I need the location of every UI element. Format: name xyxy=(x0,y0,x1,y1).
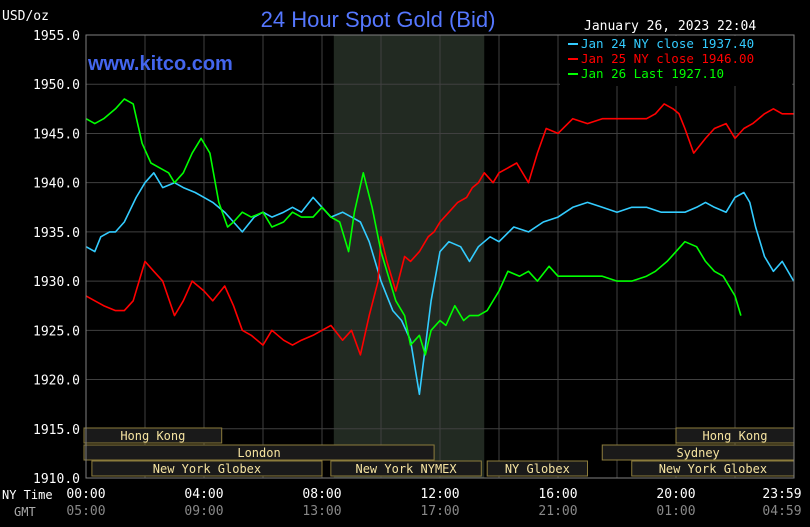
series-line xyxy=(85,98,742,356)
session-label: Hong Kong xyxy=(702,429,767,443)
x-tick-label-gmt: 13:00 xyxy=(302,504,341,519)
plot-frame xyxy=(85,34,795,479)
y-tick-label: 1950.0 xyxy=(33,78,80,93)
price-lines xyxy=(85,98,795,396)
trading-sessions: Hong Kong Hong Kong London Sydney New York G… xyxy=(83,427,795,477)
x-tick-label-ny: 20:00 xyxy=(656,487,695,502)
session-label: New York Globex xyxy=(659,462,767,476)
ny-time-row-label: NY Time xyxy=(2,488,53,502)
y-tick-label: 1945.0 xyxy=(33,127,80,142)
session-box xyxy=(83,427,223,444)
legend-entry: Jan 26 Last 1927.10 xyxy=(581,66,724,81)
x-tick-label-ny: 12:00 xyxy=(420,487,459,502)
chart-title: 24 Hour Spot Gold (Bid) xyxy=(261,7,496,32)
session-label: Sydney xyxy=(676,446,719,460)
x-axis-ticks: 00:00 04:00 08:00 12:00 16:00 20:00 23:59 05:00… xyxy=(66,487,801,519)
nymex-session-shading xyxy=(333,35,485,478)
x-tick-label-gmt: 21:00 xyxy=(538,504,577,519)
y-tick-label: 1955.0 xyxy=(33,29,80,44)
unit-label: USD/oz xyxy=(2,9,49,24)
watermark: www.kitco.com xyxy=(87,53,233,75)
timestamp: January 26, 2023 22:04 xyxy=(584,19,756,34)
legend-entry: Jan 24 NY close 1937.40 xyxy=(581,36,754,51)
session-box xyxy=(486,460,589,477)
gmt-row-label: GMT xyxy=(14,505,36,519)
y-axis-ticks: 1955.0 1950.0 1945.0 1940.0 1935.0 1930.0 1925… xyxy=(33,29,80,487)
x-tick-label-gmt: 01:00 xyxy=(656,504,695,519)
y-tick-label: 1940.0 xyxy=(33,177,80,192)
series-line xyxy=(85,103,794,356)
y-tick-label: 1925.0 xyxy=(33,324,80,339)
y-tick-label: 1910.0 xyxy=(33,472,80,487)
legend-entry: Jan 25 NY close 1946.00 xyxy=(581,51,754,66)
session-label: New York Globex xyxy=(153,462,261,476)
x-tick-label-gmt: 04:59 xyxy=(762,504,801,519)
x-tick-label-gmt: 09:00 xyxy=(184,504,223,519)
x-tick-label-ny: 08:00 xyxy=(302,487,341,502)
session-box xyxy=(83,444,435,461)
x-tick-label-ny: 00:00 xyxy=(66,487,105,502)
session-label: NY Globex xyxy=(505,462,570,476)
x-tick-label-ny: 04:00 xyxy=(184,487,223,502)
y-tick-label: 1915.0 xyxy=(33,423,80,438)
session-box xyxy=(330,460,482,477)
x-tick-label-gmt: 17:00 xyxy=(420,504,459,519)
session-label: Hong Kong xyxy=(120,429,185,443)
series-line xyxy=(85,172,795,396)
x-tick-label-gmt: 05:00 xyxy=(66,504,105,519)
x-tick-label-ny: 16:00 xyxy=(538,487,577,502)
y-tick-label: 1930.0 xyxy=(33,275,80,290)
legend-background xyxy=(560,36,792,86)
y-tick-label: 1920.0 xyxy=(33,374,80,389)
session-label: London xyxy=(237,446,280,460)
session-box xyxy=(91,460,323,477)
session-label: New York NYMEX xyxy=(355,462,457,476)
x-tick-label-ny: 23:59 xyxy=(762,487,801,502)
y-tick-label: 1935.0 xyxy=(33,226,80,241)
